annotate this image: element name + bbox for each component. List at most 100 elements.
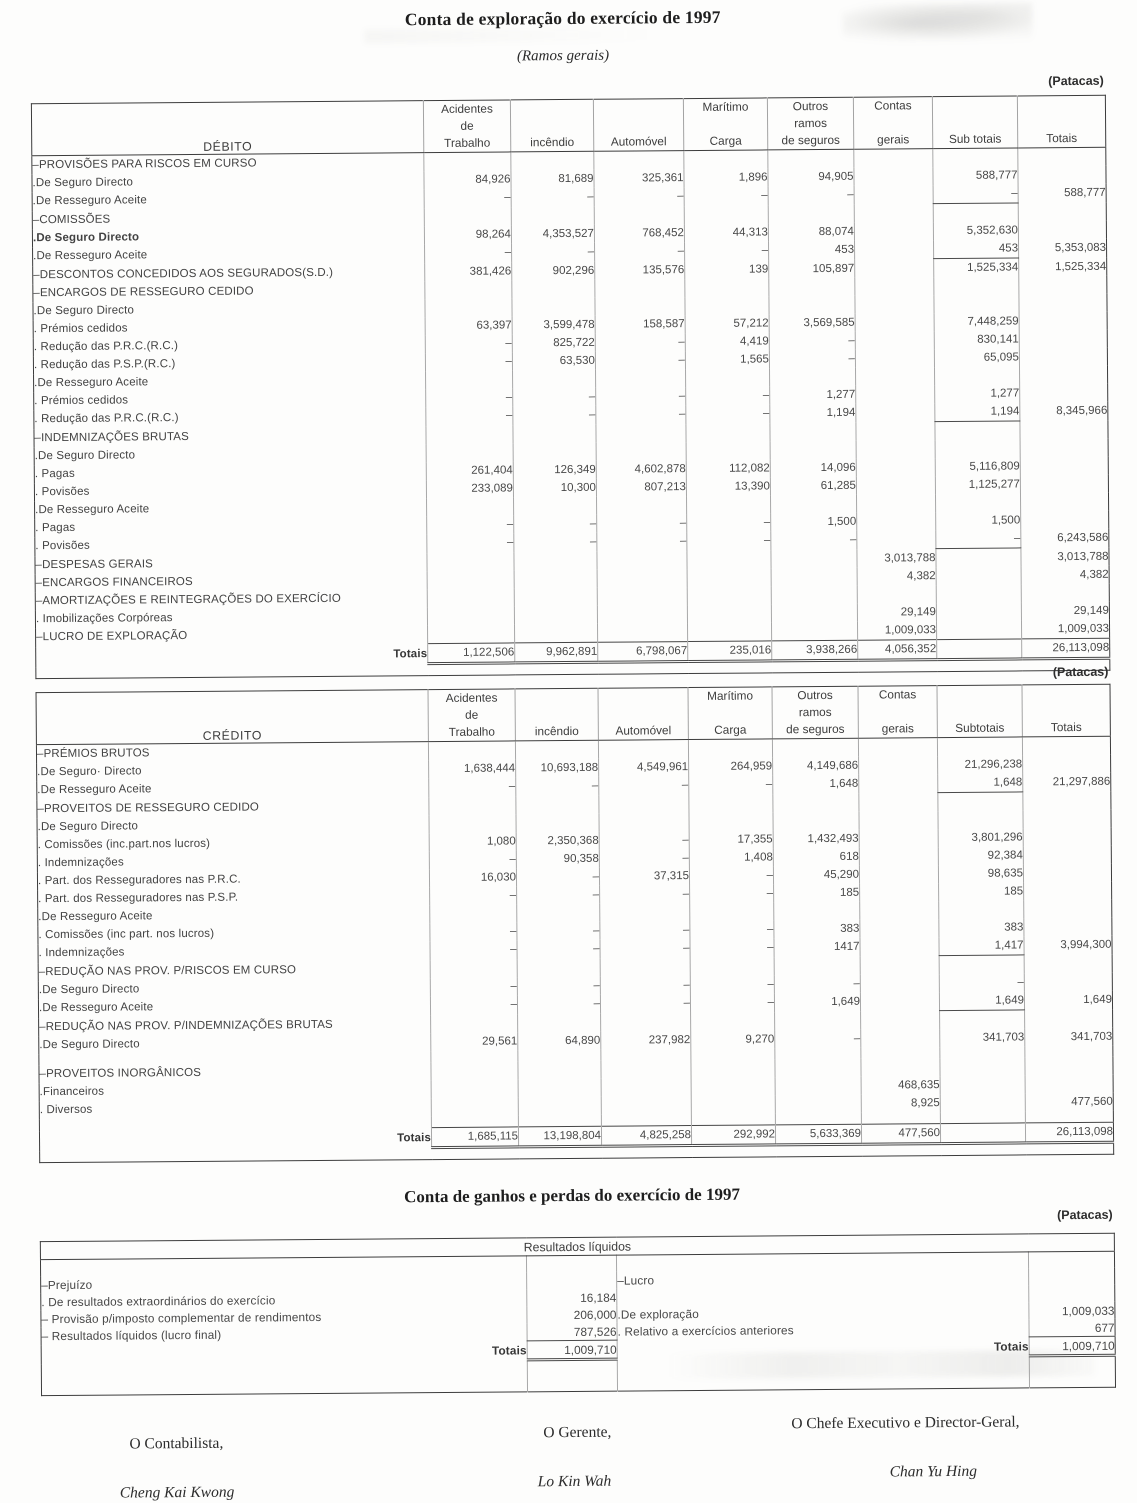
value-cell: 807,213 [596,478,687,497]
value-cell [510,151,594,171]
header-line: incêndio [530,134,575,150]
value-cell [933,294,1020,314]
value-cell [860,974,940,993]
column-header: Totais [1021,684,1111,737]
header-line [1023,702,1110,720]
value-cell [517,1013,601,1033]
value-cell [599,903,690,922]
value-cell: – [935,529,1021,549]
value-cell: 1,525,334 [1018,257,1107,277]
value-cell: 1,565 [685,350,770,370]
value-cell [771,603,858,623]
value-cell [597,605,688,624]
value-cell: – [599,939,691,959]
value-cell: 468,635 [861,1076,941,1095]
value-cell [854,277,934,296]
value-cell [855,421,936,441]
value-cell: 10,693,188 [515,758,599,778]
value-cell: – [595,351,686,370]
results-left-value: 16,184 [526,1288,617,1307]
value-cell [770,549,858,569]
value-cell [690,956,775,977]
value-cell: 1,500 [935,511,1021,531]
value-cell: 383 [773,919,860,939]
value-cell [769,422,857,442]
value-cell: – [768,185,855,205]
value-cell [769,367,856,387]
value-cell: 233,089 [426,479,514,499]
currency-note-1: (Patacas) [1048,73,1104,89]
debito-table-host: DÉBITO Acidentes de Trabalho incêndio Autom… [30,94,1111,680]
value-cell [1020,510,1109,530]
value-cell: 1,277 [769,385,856,405]
value-cell [425,370,513,390]
value-cell: 381,426 [424,261,512,282]
results-right-value [1028,1267,1115,1286]
value-cell [1018,275,1107,295]
header-line [689,704,772,722]
value-cell [516,903,600,923]
value-cell [428,740,516,761]
value-cell [774,1047,861,1060]
value-cell [770,494,857,514]
value-cell: 92,384 [938,846,1024,866]
value-cell [431,1097,519,1117]
value-cell [859,847,939,866]
value-cell [1019,311,1108,331]
value-cell [858,756,938,775]
value-cell [518,1114,602,1127]
value-cell: – [425,388,513,408]
value-cell [689,902,774,922]
value-cell [430,1013,518,1034]
value-cell [935,493,1021,513]
value-cell: 17,355 [689,830,774,850]
value-cell: – [596,532,687,552]
totals-cell: 13,198,804 [518,1126,602,1147]
value-cell [600,1049,691,1061]
value-cell [1022,736,1111,756]
value-cell [772,811,860,831]
value-cell [940,1075,1026,1095]
signature-name: Cheng Kai Kwong [119,1483,235,1502]
value-cell: – [429,886,517,906]
value-cell [514,623,598,643]
value-cell [932,147,1018,168]
value-cell: 90,358 [516,849,600,869]
value-cell: 1,277 [934,384,1020,404]
header-line: Totais [1046,130,1078,146]
value-cell [853,167,934,186]
value-cell [1019,365,1108,385]
value-cell [690,1011,775,1032]
value-cell [517,958,601,978]
value-cell [854,203,934,223]
value-cell: 158,587 [595,315,686,334]
value-cell [513,551,598,571]
value-cell [594,205,685,225]
totals-cell: 4,825,258 [601,1125,692,1147]
header-line [516,689,598,707]
value-cell: – [599,849,690,868]
value-cell [593,150,684,170]
value-cell [1017,147,1106,167]
column-header: Totais [1017,95,1106,148]
value-cell [1024,1009,1113,1029]
totals-cell: 9,962,891 [514,642,598,663]
header-line: Acidentes [445,690,498,705]
value-cell [429,904,517,924]
value-cell: – [512,405,596,425]
results-right-value: 1,009,710 [1029,1336,1116,1356]
value-cell [775,1112,862,1125]
signature-role: O Chefe Executivo e Director-Geral, [791,1413,1020,1433]
value-cell: 185 [938,882,1024,902]
value-cell [860,1047,940,1059]
value-cell: 81,689 [510,169,595,189]
totals-cell: 26,113,098 [1025,1122,1114,1143]
value-cell [596,442,687,461]
value-cell: – [511,242,595,262]
totals-cell: 6,798,067 [597,641,688,663]
value-cell [854,240,934,260]
value-cell [684,204,769,225]
column-header: Contas gerais [857,685,938,739]
table-header: DÉBITO Acidentes de Trabalho incêndio Autom… [31,95,1106,156]
value-cell: – [689,866,774,886]
